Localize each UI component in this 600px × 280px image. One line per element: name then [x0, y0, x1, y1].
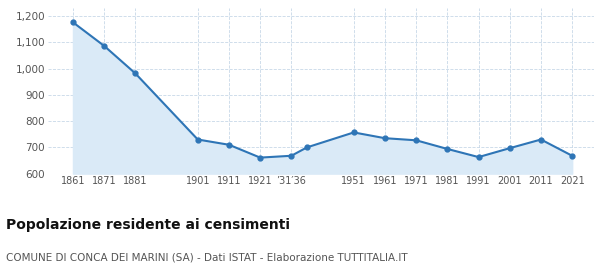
Text: Popolazione residente ai censimenti: Popolazione residente ai censimenti [6, 218, 290, 232]
Text: COMUNE DI CONCA DEI MARINI (SA) - Dati ISTAT - Elaborazione TUTTITALIA.IT: COMUNE DI CONCA DEI MARINI (SA) - Dati I… [6, 252, 407, 262]
